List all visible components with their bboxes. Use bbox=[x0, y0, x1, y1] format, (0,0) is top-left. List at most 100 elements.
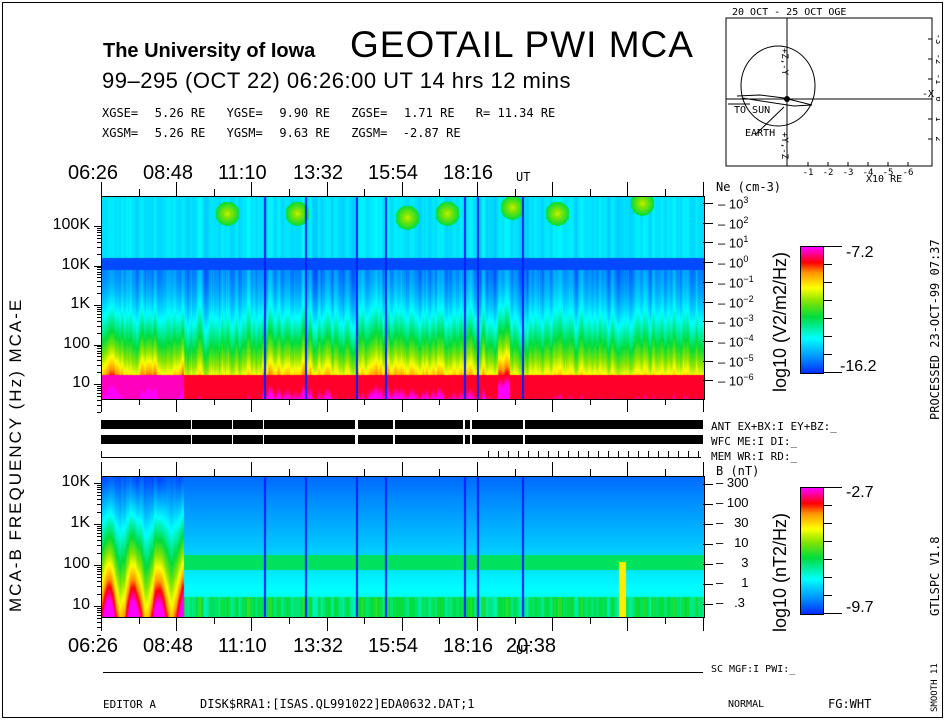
freq-minor-tick bbox=[97, 346, 101, 348]
freq-minor-tick bbox=[97, 241, 101, 243]
freq-minor-tick bbox=[97, 356, 101, 358]
freq-major-tick bbox=[94, 483, 101, 484]
freq-major-tick bbox=[94, 606, 101, 607]
freq-minor-tick bbox=[97, 313, 101, 315]
mca-e-colorbar-label: log10 (V2/m2/Hz) bbox=[770, 251, 790, 392]
mem-tick bbox=[548, 451, 549, 457]
mem-tick bbox=[498, 451, 499, 457]
freq-minor-tick bbox=[97, 566, 101, 568]
time-tick bbox=[364, 617, 366, 624]
ant-status-bar bbox=[465, 420, 470, 429]
time-tick-label: 15:54 bbox=[368, 635, 419, 657]
b-tick bbox=[703, 604, 713, 605]
freq-minor-tick bbox=[97, 365, 101, 367]
freq-minor-tick bbox=[97, 586, 101, 588]
time-tick bbox=[702, 462, 704, 476]
version-label: GTLSPC V1.8 bbox=[928, 536, 942, 616]
time-tick bbox=[176, 398, 178, 412]
orbit-x-ticks: -1 -2 -3 -4 -5 -6 bbox=[803, 162, 913, 178]
freq-minor-tick bbox=[97, 348, 101, 350]
mem-tick bbox=[598, 451, 599, 457]
coord-label: YGSM= bbox=[226, 126, 263, 140]
time-tick bbox=[289, 617, 290, 624]
time-tick bbox=[439, 189, 441, 196]
mca-b-colorbar bbox=[800, 487, 824, 615]
colorbar-tick bbox=[824, 613, 842, 614]
frequency-axis-label: MCA-B FREQUENCY (Hz) MCA-E bbox=[6, 297, 25, 612]
mem-tick bbox=[668, 451, 669, 457]
mem-tick bbox=[628, 451, 629, 457]
mca-b-spectrogram bbox=[101, 476, 705, 618]
coord-label: ZGSE= bbox=[351, 106, 388, 120]
freq-tick-label: 1K bbox=[70, 514, 90, 531]
freq-minor-tick bbox=[97, 385, 101, 387]
mem-tick bbox=[618, 451, 619, 457]
freq-minor-tick bbox=[97, 495, 101, 497]
freq-major-tick bbox=[94, 265, 101, 267]
freq-major-tick bbox=[94, 565, 101, 566]
freq-tick-label: 100 bbox=[63, 334, 90, 352]
ne-tick bbox=[703, 301, 713, 303]
freq-minor-tick bbox=[97, 237, 101, 239]
orbit-top-axis-label: +Z,-Y bbox=[779, 48, 789, 76]
ne-tick-label: – 10−2 bbox=[718, 293, 754, 310]
time-tick bbox=[477, 398, 478, 412]
freq-minor-tick bbox=[97, 229, 101, 231]
ut-unit-label: UT bbox=[516, 170, 531, 184]
smooth-label: SMOOTH 11 bbox=[930, 663, 940, 712]
freq-minor-tick bbox=[97, 489, 101, 491]
mem-tick bbox=[558, 451, 559, 457]
to-sun-label: TO SUN bbox=[734, 105, 771, 116]
freq-minor-tick bbox=[97, 577, 101, 579]
colorbar-tick bbox=[824, 559, 832, 560]
ne-exponent: 2 bbox=[743, 214, 749, 225]
freq-minor-tick bbox=[97, 274, 101, 276]
ne-tick-label: – 103 bbox=[718, 195, 749, 212]
time-tick bbox=[213, 617, 215, 624]
b-tick-label: – .3 bbox=[716, 595, 745, 610]
orbit-title: 20 OCT - 25 OCT OGE bbox=[732, 7, 847, 18]
b-tick-label: – 3 bbox=[716, 555, 749, 570]
freq-minor-tick bbox=[97, 360, 101, 362]
time-tick bbox=[702, 617, 704, 631]
time-tick bbox=[552, 617, 554, 631]
wfc-status-bar bbox=[101, 435, 191, 444]
freq-minor-tick bbox=[97, 533, 101, 535]
orbit-y-tick-label: 2 bbox=[933, 136, 940, 141]
coord-label: ZGSM= bbox=[351, 126, 388, 140]
time-tick bbox=[702, 182, 704, 196]
orbit-y-tick-label: -2 bbox=[933, 54, 940, 65]
colorbar-tick bbox=[824, 595, 832, 596]
freq-minor-tick bbox=[97, 545, 101, 547]
freq-minor-tick bbox=[97, 308, 101, 310]
time-tick bbox=[138, 189, 140, 196]
time-tick-label: 11:10 bbox=[218, 162, 267, 184]
time-tick bbox=[514, 617, 516, 624]
time-tick bbox=[514, 398, 516, 405]
time-tick-label: 15:54 bbox=[368, 162, 419, 184]
freq-minor-tick bbox=[97, 399, 101, 401]
coords-gsm-row: XGSM= 5.26 RE YGSM= 9.63 RE ZGSM= -2.87 … bbox=[102, 126, 461, 140]
freq-minor-tick bbox=[97, 306, 101, 308]
freq-minor-tick bbox=[97, 293, 101, 295]
orbit-y-tick-label: 0 bbox=[933, 96, 940, 101]
ne-tick bbox=[703, 281, 713, 283]
freq-tick-label: 10K bbox=[61, 255, 90, 273]
time-tick-label: 13:32 bbox=[293, 162, 344, 184]
colorbar-tick bbox=[824, 264, 832, 265]
ant-status: ANT EX+BX:I EY+BZ:_ bbox=[711, 420, 837, 433]
time-tick bbox=[289, 398, 290, 405]
freq-tick-label: 10K bbox=[61, 473, 90, 490]
ne-tick bbox=[703, 380, 713, 382]
freq-minor-tick bbox=[97, 390, 101, 392]
mem-tick bbox=[568, 451, 569, 457]
b-tick bbox=[703, 484, 713, 485]
time-tick bbox=[627, 462, 629, 476]
ant-status-bar bbox=[192, 420, 232, 429]
coord-value: 5.26 RE bbox=[154, 126, 206, 140]
freq-minor-tick bbox=[97, 622, 101, 624]
time-tick bbox=[326, 182, 328, 196]
wfc-status-bar bbox=[472, 435, 523, 444]
orbit-plot: -1 -2 -3 -4 -5 -6 -3 -2 -1 0 1 2 bbox=[725, 17, 940, 178]
ant-status-bar bbox=[264, 420, 355, 429]
